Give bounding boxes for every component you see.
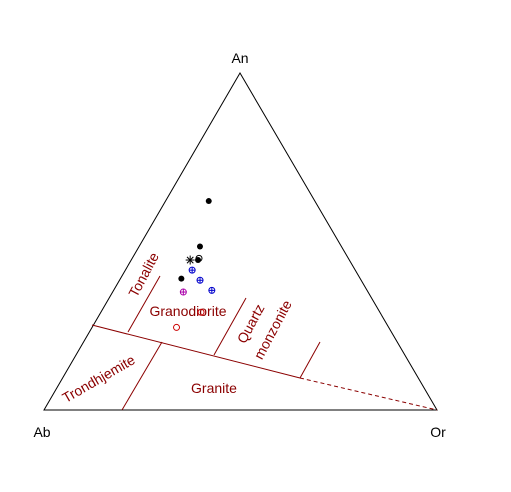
data-point-circle-plus — [196, 276, 204, 284]
data-point-filled-circle — [178, 275, 185, 282]
data-points — [173, 198, 216, 331]
data-point-open-circle — [173, 323, 181, 331]
data-point-open-circle — [195, 254, 203, 262]
boundary-quartz-monzonite — [299, 341, 321, 379]
boundary-tonalite-granodiorite — [127, 275, 161, 333]
data-point-filled-circle — [196, 243, 203, 250]
data-point-open-circle — [197, 308, 205, 316]
vertex-label-left: Ab — [33, 424, 50, 440]
field-label-tonalite: Tonalite — [125, 249, 162, 299]
vertex-label-top: An — [231, 50, 248, 66]
field-label-granodiorite: Granodiorite — [149, 303, 226, 319]
data-point-circle-plus — [208, 286, 216, 294]
field-boundaries — [91, 275, 438, 411]
boundary-trondhjemite-granite — [121, 341, 163, 411]
data-point-asterisk — [185, 255, 195, 265]
boundary-main — [91, 324, 301, 379]
field-label-trondhjemite: Trondhjemite — [59, 351, 137, 406]
data-point-filled-circle — [205, 198, 212, 205]
triangle-frame — [43, 72, 438, 411]
boundary-main-dashed — [299, 377, 438, 411]
data-point-circle-plus — [188, 266, 196, 274]
data-point-circle-plus — [179, 288, 187, 296]
vertex-label-right: Or — [430, 424, 446, 440]
field-label-granite: Granite — [191, 380, 237, 396]
boundary-granodiorite-quartz-monzonite — [213, 297, 247, 356]
